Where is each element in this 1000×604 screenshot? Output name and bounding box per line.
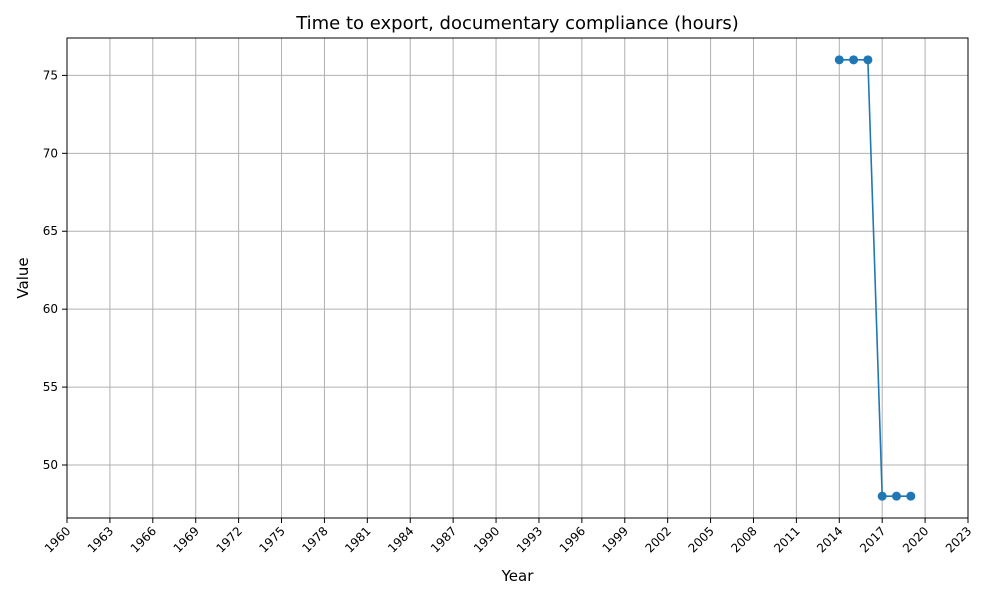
x-tick-label: 1987 bbox=[428, 524, 459, 555]
x-tick-label: 1993 bbox=[514, 524, 545, 555]
x-tick-label: 2011 bbox=[771, 524, 802, 555]
x-tick-label: 1966 bbox=[128, 524, 159, 555]
y-tick-label: 55 bbox=[43, 380, 58, 394]
y-axis-label: Value bbox=[14, 257, 32, 298]
x-tick-label: 2005 bbox=[685, 524, 716, 555]
chart-title: Time to export, documentary compliance (… bbox=[295, 13, 739, 34]
x-tick-label: 2002 bbox=[643, 524, 674, 555]
y-tick-label: 70 bbox=[43, 146, 58, 160]
data-point bbox=[834, 55, 844, 65]
x-axis-ticks: 1960 1963 1966 1969 1972 1975 1978 1981 1984 1987… bbox=[42, 518, 974, 555]
x-tick-label: 1999 bbox=[600, 524, 631, 555]
data-point bbox=[877, 491, 887, 501]
x-tick-label: 1972 bbox=[213, 524, 244, 555]
x-tick-label: 1984 bbox=[385, 524, 416, 555]
x-tick-label: 2023 bbox=[943, 524, 974, 555]
series-layer bbox=[834, 55, 916, 501]
x-tick-label: 1963 bbox=[85, 524, 116, 555]
x-tick-label: 2008 bbox=[728, 524, 759, 555]
y-axis-ticks: 50 55 60 65 70 75 bbox=[43, 68, 67, 472]
grid bbox=[66, 38, 969, 518]
x-tick-label: 2014 bbox=[814, 524, 845, 555]
x-tick-label: 1996 bbox=[557, 524, 588, 555]
x-tick-label: 1990 bbox=[471, 524, 502, 555]
data-point bbox=[863, 55, 873, 65]
data-point bbox=[891, 491, 901, 501]
x-tick-label: 2017 bbox=[857, 524, 888, 555]
x-tick-label: 1978 bbox=[299, 524, 330, 555]
y-tick-label: 75 bbox=[43, 68, 58, 82]
x-tick-label: 2020 bbox=[900, 524, 931, 555]
x-axis-label: Year bbox=[501, 567, 535, 585]
y-tick-label: 65 bbox=[43, 224, 58, 238]
data-point bbox=[849, 55, 859, 65]
data-point bbox=[906, 491, 916, 501]
plot-frame bbox=[66, 37, 969, 519]
x-tick-label: 1960 bbox=[42, 524, 73, 555]
x-tick-label: 1969 bbox=[171, 524, 202, 555]
y-tick-label: 50 bbox=[43, 458, 58, 472]
series-line bbox=[839, 59, 911, 497]
y-tick-label: 60 bbox=[43, 302, 58, 316]
x-tick-label: 1981 bbox=[342, 524, 373, 555]
x-tick-label: 1975 bbox=[256, 524, 287, 555]
